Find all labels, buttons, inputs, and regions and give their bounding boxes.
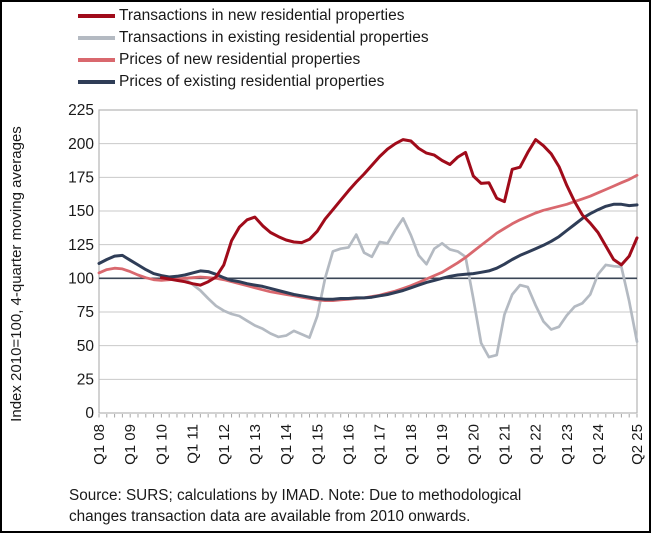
y-axis-labels: 0 25 50 75 100 125 150 175 200 225 [68,102,94,422]
x-tick-label: Q1 20 [465,424,482,465]
legend-swatch-transactions-existing [78,36,115,40]
legend-label: Transactions in new residential properti… [119,7,405,24]
x-tick-label: Q1 21 [496,424,513,465]
x-tick-label: Q1 19 [434,424,451,465]
x-tick-label: Q1 23 [559,424,576,465]
y-tick-label: 50 [77,338,95,355]
x-tick-label: Q1 16 [341,424,358,465]
x-tick-label: Q1 22 [528,424,545,465]
x-tick-label: Q1 10 [153,424,170,465]
legend-item-transactions-new: Transactions in new residential properti… [2,5,429,27]
x-tick-label: Q1 12 [216,424,233,465]
legend: Transactions in new residential properti… [2,5,429,93]
x-tick-label: Q1 09 [122,424,139,465]
y-tick-label: 200 [68,136,94,153]
y-tick-label: 100 [68,271,94,288]
x-tick-label: Q1 08 [91,424,108,465]
x-tick-label: Q1 17 [372,424,389,465]
y-tick-label: 25 [77,372,94,389]
x-tick-label: Q1 15 [309,424,326,465]
y-tick-label: 175 [68,170,94,187]
y-tick-label: 0 [85,405,94,422]
x-tick-label: Q1 18 [403,424,420,465]
x-tick-label: Q1 11 [185,424,202,464]
legend-item-prices-new: Prices of new residential properties [2,49,429,71]
legend-swatch-prices-existing [78,80,115,84]
y-tick-label: 125 [68,237,94,254]
x-tick-label: Q2 25 [629,424,646,465]
series-line-transactions-new [159,138,639,287]
x-tick-label: Q1 14 [278,424,295,465]
legend-swatch-prices-new [78,58,115,62]
x-axis-ticks [98,414,638,418]
x-tick-label: Q1 13 [247,424,264,465]
legend-label: Prices of new residential properties [119,51,361,68]
source-note: Source: SURS; calculations by IMAD. Note… [69,486,521,527]
legend-label: Transactions in existing residential pro… [119,29,429,46]
source-note-line-2: changes transaction data are available f… [69,507,471,525]
gridlines [99,143,637,380]
legend-item-transactions-existing: Transactions in existing residential pro… [2,27,429,49]
y-axis-title: Index 2010=100, 4-quarter moving average… [8,126,25,422]
plot-border [98,109,638,414]
legend-swatch-transactions-new [78,14,115,18]
x-tick-label: Q1 24 [590,424,607,465]
source-note-line-1: Source: SURS; calculations by IMAD. Note… [69,487,522,504]
y-tick-label: 225 [68,102,94,119]
y-tick-label: 150 [68,203,94,220]
legend-label: Prices of existing residential propertie… [119,73,385,90]
y-tick-label: 75 [77,304,94,321]
series-line-transactions-existing [160,217,639,359]
series-line-prices-existing [97,202,639,301]
legend-item-prices-existing: Prices of existing residential propertie… [2,71,429,93]
x-axis-labels: Q1 08 Q1 09 Q1 10 Q1 11 Q1 12 Q1 13 Q1 14 Q1 15… [91,424,646,465]
